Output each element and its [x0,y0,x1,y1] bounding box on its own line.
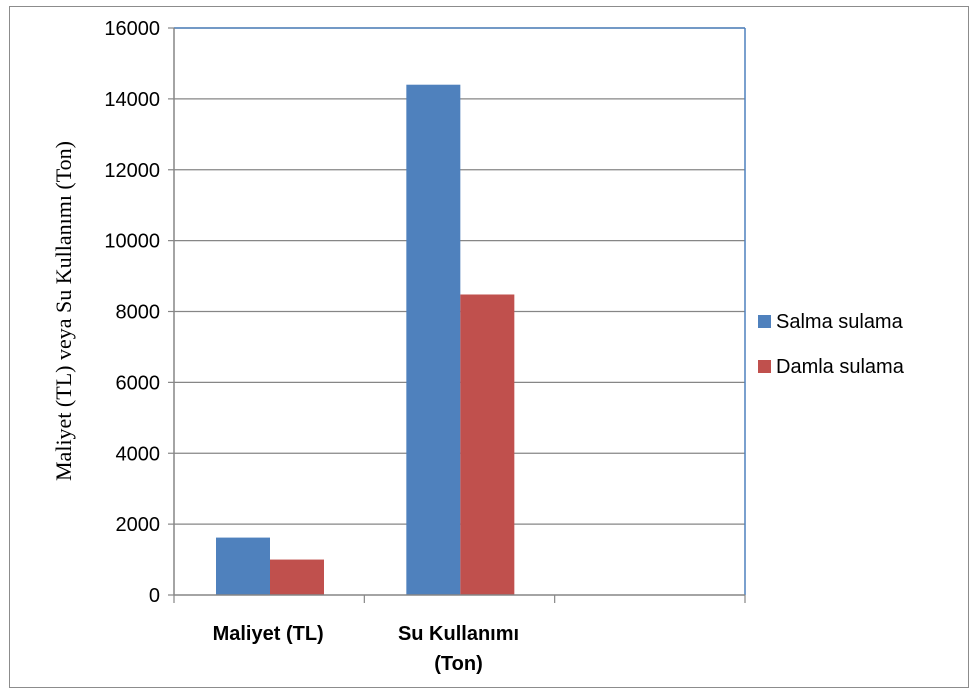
y-tick-label-5: 10000 [104,231,160,253]
y-tick-label-6: 12000 [104,160,160,182]
axes [168,27,746,603]
y-tick-label-2: 4000 [116,443,161,465]
bar-0-1 [406,84,461,595]
bar-1-0 [270,559,324,595]
x-category-labels: Maliyet (TL) Su Kullanımı (Ton) [213,623,519,675]
bars [216,84,515,595]
legend-label-0: Salma sulama [776,311,904,333]
x-category-label-1-1: (Ton) [434,653,483,675]
legend: Salma sulama Damla sulama [758,311,905,378]
y-tick-label-0: 0 [149,585,160,607]
y-tick-labels: 0 2000 4000 6000 8000 10000 12000 14000 16000 [104,18,160,607]
legend-swatch-0 [758,315,771,328]
y-axis-label: Maliyet (TL) veya Su Kullanımı (Ton) [51,141,76,481]
x-category-label-0-0: Maliyet (TL) [213,623,324,645]
legend-label-1: Damla sulama [776,356,905,378]
y-tick-label-7: 14000 [104,89,160,111]
bar-1-1 [460,294,515,595]
y-tick-label-1: 2000 [116,514,161,536]
y-tick-label-8: 16000 [104,18,160,40]
bar-0-0 [216,537,270,595]
x-category-label-1-0: Su Kullanımı [398,623,519,645]
legend-swatch-1 [758,360,771,373]
y-tick-label-3: 6000 [116,372,161,394]
y-tick-label-4: 8000 [116,302,161,324]
